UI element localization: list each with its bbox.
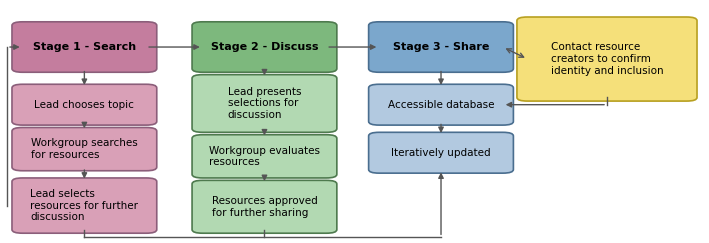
FancyBboxPatch shape: [12, 22, 157, 72]
Text: Lead chooses topic: Lead chooses topic: [35, 100, 134, 110]
FancyBboxPatch shape: [12, 128, 157, 171]
FancyBboxPatch shape: [192, 135, 337, 178]
FancyBboxPatch shape: [192, 180, 337, 233]
Text: Workgroup evaluates
resources: Workgroup evaluates resources: [209, 146, 320, 167]
Text: Lead presents
selections for
discussion: Lead presents selections for discussion: [228, 87, 301, 120]
FancyBboxPatch shape: [12, 178, 157, 233]
Text: Accessible database: Accessible database: [388, 100, 494, 110]
Text: Lead selects
resources for further
discussion: Lead selects resources for further discu…: [30, 189, 138, 222]
FancyBboxPatch shape: [369, 132, 513, 173]
FancyBboxPatch shape: [192, 22, 337, 72]
Text: Resources approved
for further sharing: Resources approved for further sharing: [211, 196, 318, 217]
Text: Stage 2 - Discuss: Stage 2 - Discuss: [211, 42, 318, 52]
FancyBboxPatch shape: [369, 84, 513, 125]
Text: Contact resource
creators to confirm
identity and inclusion: Contact resource creators to confirm ide…: [551, 43, 664, 76]
FancyBboxPatch shape: [369, 22, 513, 72]
Text: Iteratively updated: Iteratively updated: [391, 148, 491, 158]
Text: Stage 1 - Search: Stage 1 - Search: [33, 42, 136, 52]
FancyBboxPatch shape: [517, 17, 697, 101]
FancyBboxPatch shape: [12, 84, 157, 125]
Text: Stage 3 - Share: Stage 3 - Share: [393, 42, 489, 52]
Text: Workgroup searches
for resources: Workgroup searches for resources: [31, 138, 138, 160]
FancyBboxPatch shape: [192, 75, 337, 132]
